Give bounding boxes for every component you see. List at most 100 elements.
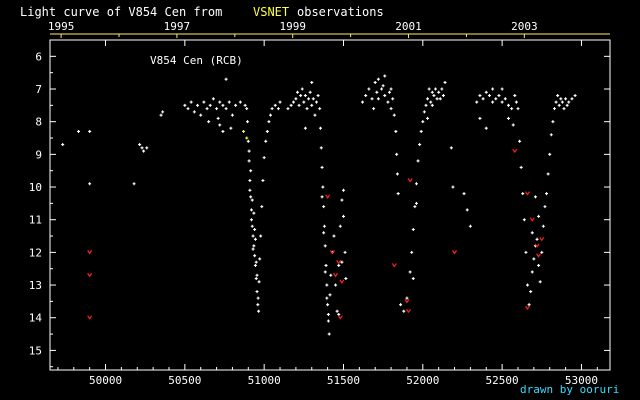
visual-observation-point — [419, 129, 423, 133]
fainter-than-point — [87, 250, 93, 255]
visual-observation-point — [491, 100, 495, 104]
visual-observation-point — [408, 270, 412, 274]
visual-observation-point — [373, 80, 377, 84]
visual-observation-point — [229, 126, 233, 130]
visual-observation-point — [395, 172, 399, 176]
visual-observation-point — [551, 120, 555, 124]
x-tick-label: 51500 — [327, 374, 360, 387]
year-axis: 1995 1997 1999 2001 2003 — [48, 20, 610, 38]
visual-observation-point — [230, 113, 234, 117]
visual-observation-point — [364, 94, 368, 98]
visual-observation-point — [518, 139, 522, 143]
visual-observation-point — [500, 87, 504, 91]
visual-observation-point — [208, 103, 212, 107]
visual-observation-point — [532, 257, 536, 261]
visual-observation-point — [255, 290, 259, 294]
x-tick-label: 52000 — [406, 374, 439, 387]
visual-observation-point — [324, 263, 328, 267]
fainter-than-point — [325, 194, 331, 199]
visual-observation-point — [383, 74, 387, 78]
visual-observation-point — [253, 254, 257, 258]
visual-observation-point — [211, 97, 215, 101]
year-tick-label: 1995 — [48, 20, 75, 33]
visual-observation-point — [399, 303, 403, 307]
visual-observation-point — [435, 97, 439, 101]
visual-observation-point — [411, 277, 415, 281]
visual-observation-point — [484, 90, 488, 94]
visual-observation-point — [256, 296, 260, 300]
visual-observation-point — [254, 277, 258, 281]
visual-observation-point — [462, 192, 466, 196]
visual-observation-point — [405, 296, 409, 300]
visual-observation-point — [402, 309, 406, 313]
visual-observation-point — [294, 97, 298, 101]
visual-observation-point — [543, 205, 547, 209]
y-tick-label: 10 — [29, 181, 42, 194]
visual-observation-point — [394, 129, 398, 133]
visual-observation-point — [255, 273, 259, 277]
visual-observation-point — [254, 260, 258, 264]
visual-observation-point — [391, 97, 395, 101]
visual-observation-point — [329, 273, 333, 277]
visual-observation-point — [418, 143, 422, 147]
visual-observation-point — [573, 94, 577, 98]
visual-observation-point — [247, 159, 251, 163]
visual-observation-point — [261, 178, 265, 182]
visual-observation-point — [341, 214, 345, 218]
visual-observation-point — [292, 100, 296, 104]
visual-observation-point — [132, 182, 136, 186]
visual-observation-point — [422, 110, 426, 114]
visual-observation-point — [510, 107, 514, 111]
visual-observation-point — [449, 146, 453, 150]
visual-observation-point — [252, 211, 256, 215]
visual-observation-point — [207, 120, 211, 124]
visual-observation-point — [521, 192, 525, 196]
visual-observation-point — [248, 188, 252, 192]
visual-observation-point — [426, 97, 430, 101]
visual-observation-point — [199, 113, 203, 117]
visual-observation-point — [325, 296, 329, 300]
visual-observation-point — [61, 143, 65, 147]
fainter-than-point — [539, 236, 545, 242]
visual-observation-point — [251, 247, 255, 251]
visual-observation-point — [267, 120, 271, 124]
visual-observation-point — [506, 103, 510, 107]
visual-observation-point — [468, 224, 472, 228]
fainter-than-point — [512, 148, 518, 154]
visual-observation-point — [361, 100, 365, 104]
data-points — [61, 74, 577, 336]
visual-observation-point — [529, 290, 533, 294]
visual-observation-point — [256, 303, 260, 307]
visual-observation-point — [218, 100, 222, 104]
visual-observation-point — [320, 165, 324, 169]
visual-observation-point — [88, 129, 92, 133]
visual-observation-point — [562, 107, 566, 111]
visual-observation-point — [344, 277, 348, 281]
visual-observation-point — [440, 87, 444, 91]
visual-observation-point — [433, 87, 437, 91]
x-tick-label: 50500 — [168, 374, 201, 387]
visual-observation-point — [253, 237, 257, 241]
visual-observation-point — [370, 97, 374, 101]
visual-observation-point — [421, 120, 425, 124]
visual-observation-point — [341, 188, 345, 192]
visual-observation-point — [343, 250, 347, 254]
visual-observation-point — [494, 97, 498, 101]
visual-observation-point — [552, 107, 556, 111]
x-tick-label: 53000 — [565, 374, 598, 387]
visual-observation-point — [297, 103, 301, 107]
visual-observation-point — [549, 133, 553, 137]
visual-observation-point — [215, 107, 219, 111]
chart-title-prefix: Light curve of V854 Cen from — [20, 5, 222, 19]
visual-observation-point — [325, 283, 329, 287]
fainter-than-point — [391, 263, 397, 268]
visual-observation-point — [300, 87, 304, 91]
visual-observation-point — [376, 97, 380, 101]
visual-observation-point — [567, 100, 571, 104]
visual-observation-point — [516, 107, 520, 111]
visual-observation-point — [538, 280, 542, 284]
visual-observation-point — [426, 116, 430, 120]
visual-observation-point — [411, 228, 415, 232]
visual-observation-point — [276, 107, 280, 111]
star-label: V854 Cen (RCB) — [150, 54, 243, 67]
